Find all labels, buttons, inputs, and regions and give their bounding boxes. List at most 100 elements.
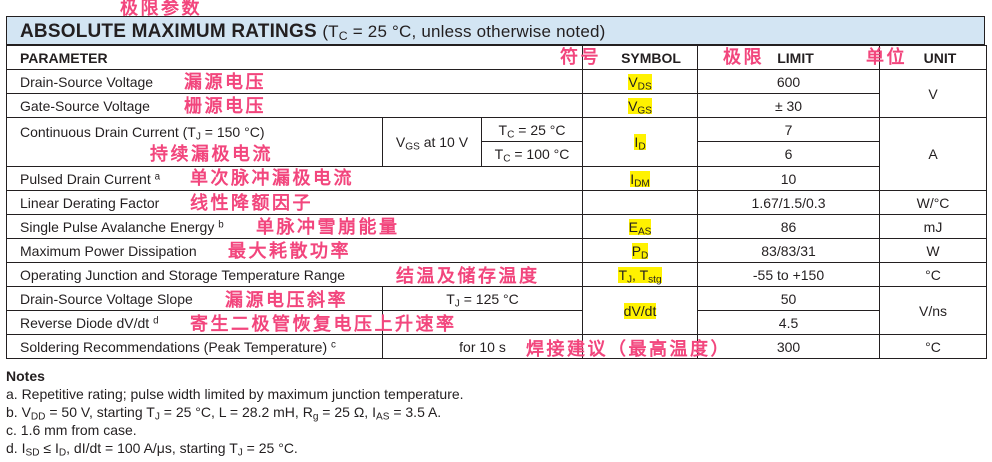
limit-cell: 6 bbox=[697, 141, 881, 167]
text-segment: P bbox=[631, 242, 642, 259]
unit-cell: W/°C bbox=[879, 190, 988, 215]
symbol-cell: PD bbox=[582, 238, 699, 263]
text-segment: T bbox=[446, 290, 455, 307]
annotation-symbol: 符号 bbox=[560, 47, 601, 68]
symbol-pd: PD bbox=[631, 242, 649, 262]
text-segment: = 25 °C. bbox=[242, 440, 298, 456]
text-segment: T bbox=[494, 146, 504, 162]
subscript-text: C bbox=[503, 153, 511, 165]
subscript-text: D bbox=[638, 141, 646, 153]
param-cell: Drain-Source Voltage bbox=[5, 69, 584, 94]
symbol-cell: ID bbox=[582, 117, 699, 167]
text-segment: = 25 °C bbox=[514, 121, 566, 138]
unit-cell: V/ns bbox=[879, 286, 988, 335]
text-segment: = 150 °C) bbox=[200, 124, 265, 140]
limit-cell: 4.5 bbox=[697, 310, 881, 335]
text-segment: at 10 V bbox=[419, 134, 469, 150]
text-segment: V bbox=[395, 134, 406, 150]
symbol-tj-tstg: TJ, Tstg bbox=[618, 266, 662, 285]
param-cell: Gate-Source Voltage bbox=[5, 93, 584, 118]
symbol-cell: TJ, Tstg bbox=[582, 262, 699, 287]
condition-cell: TJ = 125 °C bbox=[381, 286, 584, 311]
param-cell: Maximum Power Dissipation bbox=[5, 238, 584, 263]
subscript-text: GS bbox=[405, 141, 420, 153]
note-a: a. Repetitive rating; pulse width limite… bbox=[6, 385, 464, 403]
header-row: PARAMETER SYMBOL LIMIT UNIT bbox=[5, 45, 988, 70]
table-title-bar: ABSOLUTE MAXIMUM RATINGS (TC = 25 °C, un… bbox=[6, 16, 985, 45]
annotation-vds: 漏源电压 bbox=[184, 72, 266, 93]
text-segment: , T bbox=[632, 266, 649, 283]
symbol-vds: VDS bbox=[628, 73, 652, 93]
limit-cell: 600 bbox=[697, 69, 881, 94]
text-segment: = 50 V, starting T bbox=[45, 404, 155, 420]
subscript-text: J bbox=[154, 411, 160, 423]
footnote-marker: c bbox=[331, 339, 336, 351]
table-row: Reverse Diode dV/dt d 4.5 bbox=[6, 310, 987, 335]
limit-cell: ± 30 bbox=[697, 93, 881, 118]
table-row: Single Pulse Avalanche Energy b EAS 86 m… bbox=[5, 214, 988, 239]
text-segment: Single Pulse Avalanche Energy bbox=[20, 218, 219, 235]
symbol-cell: dV/dt bbox=[582, 286, 699, 335]
table-row: Drain-Source Voltage Slope TJ = 125 °C d… bbox=[6, 286, 988, 335]
symbol-cell bbox=[582, 190, 699, 215]
text-segment: ≤ I bbox=[39, 440, 59, 456]
limit-cell: 86 bbox=[697, 214, 881, 239]
limit-cell: -55 to +150 bbox=[697, 262, 881, 287]
notes-heading: Notes bbox=[6, 368, 45, 384]
footnote-marker: d bbox=[153, 315, 159, 327]
table-title: ABSOLUTE MAXIMUM RATINGS bbox=[20, 21, 317, 42]
subscript-text: J bbox=[195, 131, 201, 143]
text-segment: , dI/dt = 100 A/μs, starting T bbox=[66, 440, 238, 456]
text-segment: I bbox=[630, 170, 635, 187]
text-segment: Pulsed Drain Current bbox=[20, 170, 155, 187]
text-segment: = 25 °C, unless otherwise noted) bbox=[347, 22, 606, 41]
text-segment: Operating Junction and Storage Temperatu… bbox=[20, 266, 346, 283]
note-d: d. ISD ≤ ID, dI/dt = 100 A/μs, starting … bbox=[6, 439, 464, 459]
text-segment: E bbox=[628, 218, 638, 235]
table-row: Maximum Power Dissipation PD 83/83/31 W bbox=[5, 238, 988, 263]
table-row: Gate-Source Voltage VGS ± 30 bbox=[5, 93, 987, 118]
symbol-cell bbox=[582, 334, 699, 359]
subscript-text: DS bbox=[637, 81, 652, 93]
text-segment: Gate-Source Voltage bbox=[20, 97, 150, 114]
symbol-vgs: VGS bbox=[628, 97, 652, 117]
limit-cell: 50 bbox=[697, 286, 881, 311]
annotation-solder: 焊接建议（最高温度） bbox=[526, 339, 731, 360]
text-segment: c. 1.6 mm from case. bbox=[6, 422, 137, 438]
table-row: Continuous Drain Current (TJ = 150 °C) V… bbox=[6, 117, 988, 191]
text-segment: a. Repetitive rating; pulse width limite… bbox=[6, 386, 464, 402]
text-segment: = 25 °C, L = 28.2 mH, R bbox=[159, 404, 313, 420]
table-row: Linear Derating Factor 1.67/1.5/0.3 W/°C bbox=[5, 190, 988, 215]
symbol-eas: EAS bbox=[628, 218, 652, 237]
text-segment: I bbox=[634, 134, 639, 150]
text-segment: V bbox=[628, 97, 638, 114]
text-segment: T bbox=[618, 266, 627, 283]
symbol-dvdt: dV/dt bbox=[623, 302, 657, 319]
symbol-cell: EAS bbox=[582, 214, 699, 239]
subscript-text: GS bbox=[637, 105, 652, 117]
symbol-id: ID bbox=[634, 134, 646, 153]
subscript-text: J bbox=[237, 447, 243, 459]
note-b: b. VDD = 50 V, starting TJ = 25 °C, L = … bbox=[6, 403, 464, 423]
note-c: c. 1.6 mm from case. bbox=[6, 421, 464, 439]
subscript-text: DM bbox=[634, 178, 650, 190]
text-segment: dV/dt bbox=[623, 302, 657, 319]
subscript-text: D bbox=[641, 250, 649, 262]
text-segment: = 100 °C bbox=[510, 146, 570, 162]
unit-cell: A bbox=[879, 117, 988, 191]
table-row: Drain-Source Voltage VDS 600 V bbox=[5, 69, 988, 118]
limit-cell: 7 bbox=[697, 117, 881, 142]
limit-cell: 10 bbox=[697, 166, 881, 191]
limit-cell: 83/83/31 bbox=[697, 238, 881, 263]
subscript-text: SD bbox=[25, 447, 40, 459]
absolute-maximum-ratings-table: PARAMETER SYMBOL LIMIT UNIT Drain-Source… bbox=[5, 45, 988, 359]
text-segment: V bbox=[628, 73, 638, 90]
annotation-slope: 漏源电压斜率 bbox=[225, 290, 348, 311]
param-cell: Soldering Recommendations (Peak Temperat… bbox=[6, 334, 383, 359]
table-row: Soldering Recommendations (Peak Temperat… bbox=[6, 334, 988, 359]
text-segment: Drain-Source Voltage Slope bbox=[20, 290, 193, 307]
annotation-tj: 结温及储存温度 bbox=[396, 266, 540, 287]
table-row: TC = 100 °C 6 bbox=[7, 141, 987, 167]
unit-cell: °C bbox=[879, 334, 988, 359]
text-segment: Drain-Source Voltage bbox=[20, 73, 154, 90]
